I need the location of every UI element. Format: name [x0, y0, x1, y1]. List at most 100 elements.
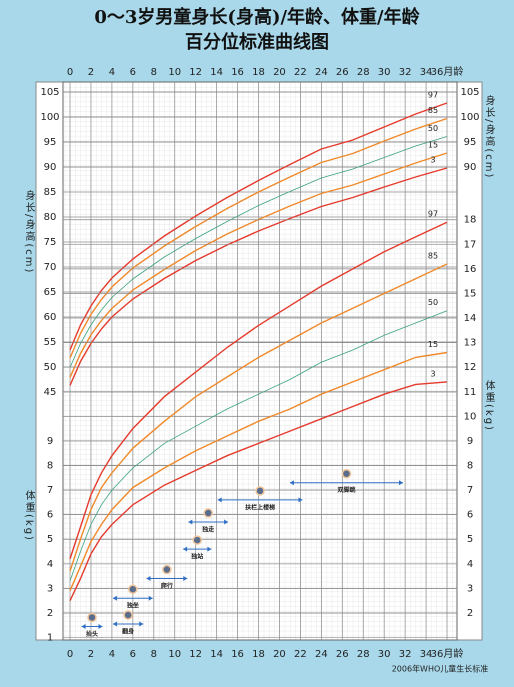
percentile-line [69, 167, 448, 386]
x-tick-label: 12 [189, 649, 202, 660]
x-tick-label: 34 [420, 649, 433, 660]
x-tick-label: 30 [378, 67, 391, 78]
percentile-line [69, 136, 448, 368]
source: 2006年WHO儿童生长标准 [392, 664, 489, 674]
y2-tick-label: 14 [464, 313, 477, 324]
percentile-line [69, 351, 448, 592]
series-label: 3 [430, 156, 435, 165]
x-tick-label: 28 [357, 649, 370, 660]
y2-tick-label: 100 [460, 112, 479, 123]
y2-tick-label: 5 [467, 534, 473, 545]
x-tick-label: 12 [189, 67, 202, 78]
series-label: 50 [428, 298, 438, 307]
x-tick-label: 34 [420, 67, 433, 78]
x-tick-label: 4 [109, 649, 115, 660]
y2-tick-label: 4 [467, 559, 473, 570]
y-tick-label: 45 [44, 387, 57, 398]
x-tick-label: 6 [130, 67, 136, 78]
y2-tick-label: 2 [467, 608, 473, 619]
subtitle: 百分位标准曲线图 [185, 31, 329, 53]
arrow [112, 595, 153, 601]
y2-tick-label: 8 [467, 461, 473, 472]
y-axis-label: 身长/身高(cm) [23, 189, 35, 275]
child-icon [203, 508, 213, 518]
x-tick-label: 2 [88, 67, 94, 78]
x-tick-label: 0 [67, 67, 73, 78]
y-tick-label: 3 [47, 583, 53, 594]
y2-tick-label: 12 [464, 362, 477, 373]
x-tick-label: 18 [252, 649, 265, 660]
y2-tick-label: 11 [464, 387, 477, 398]
percentile-line [69, 381, 448, 602]
y2-tick-label: 17 [464, 239, 477, 250]
y-tick-label: 4 [47, 559, 53, 570]
y-tick-label: 8 [47, 461, 53, 472]
y-tick-label: 70 [44, 262, 57, 273]
arrow [188, 519, 229, 525]
y-tick-label: 7 [47, 485, 53, 496]
x-tick-label: 16 [231, 649, 244, 660]
x-tick-label: 6 [130, 649, 136, 660]
series-label: 97 [428, 91, 438, 100]
x-tick-label: 8 [151, 67, 157, 78]
y-tick-label: 75 [44, 237, 57, 248]
series-label: 85 [428, 106, 438, 115]
y-tick-label: 80 [44, 212, 57, 223]
x-tick-label: 18 [252, 67, 265, 78]
x-tick-label: 24 [315, 67, 328, 78]
milestone-label: 翻身 [121, 628, 134, 636]
x-tick-label: 10 [168, 649, 181, 660]
milestone-label: 独走 [201, 526, 214, 534]
y2-axis-label: 体重(kg) [483, 380, 495, 432]
percentile-line [69, 102, 448, 351]
milestone-label: 抬头 [86, 630, 98, 638]
y-tick-label: 100 [40, 112, 59, 123]
x-tick-label: 30 [378, 649, 391, 660]
x-tick-label: 22 [294, 67, 307, 78]
series-label: 85 [428, 251, 438, 260]
milestone-label: 独站 [190, 553, 203, 561]
y-tick-label: 5 [47, 534, 53, 545]
x-tick-label: 36月龄 [431, 647, 464, 660]
x-tick-label: 0 [67, 649, 73, 660]
y2-tick-label: 13 [464, 338, 477, 349]
series-label: 50 [428, 124, 438, 133]
child-icon [87, 612, 97, 623]
x-tick-label: 14 [210, 67, 223, 78]
y-tick-label: 55 [44, 337, 57, 348]
y2-tick-label: 10 [464, 411, 477, 422]
x-tick-label: 20 [273, 649, 286, 660]
y2-tick-label: 6 [467, 510, 473, 521]
x-tick-label: 10 [168, 67, 181, 78]
y2-tick-label: 95 [464, 137, 477, 148]
milestone-label: 爬行 [160, 582, 173, 590]
y-tick-label: 85 [44, 187, 57, 198]
y-tick-label: 65 [44, 287, 57, 298]
y-axis-label: 体重(kg) [23, 490, 35, 542]
child-icon [255, 486, 265, 496]
milestone-label: 双脚跳 [337, 486, 355, 494]
y2-tick-label: 9 [467, 436, 473, 447]
y2-tick-label: 16 [464, 264, 477, 275]
title: 0～3岁男童身长(身高)/年龄、体重/年龄 [94, 6, 420, 28]
y2-tick-label: 3 [467, 583, 473, 594]
milestone-label: 扶栏上楼梯 [245, 503, 275, 511]
x-tick-label: 32 [399, 649, 412, 660]
y2-tick-label: 18 [464, 215, 477, 226]
y2-axis-label: 身长/身高(cm) [483, 94, 495, 180]
child-icon [341, 468, 352, 479]
x-tick-label: 32 [399, 67, 412, 78]
x-tick-label: 22 [294, 649, 307, 660]
percentile-line [69, 221, 448, 560]
x-tick-label: 36月龄 [431, 65, 464, 78]
child-icon [162, 564, 172, 575]
y-tick-label: 50 [44, 362, 57, 373]
percentile-line [69, 117, 448, 359]
y-tick-label: 1 [47, 633, 53, 644]
y-tick-label: 2 [47, 608, 53, 619]
series-label: 3 [430, 369, 435, 378]
plot-area [62, 81, 458, 641]
x-tick-label: 14 [210, 649, 223, 660]
